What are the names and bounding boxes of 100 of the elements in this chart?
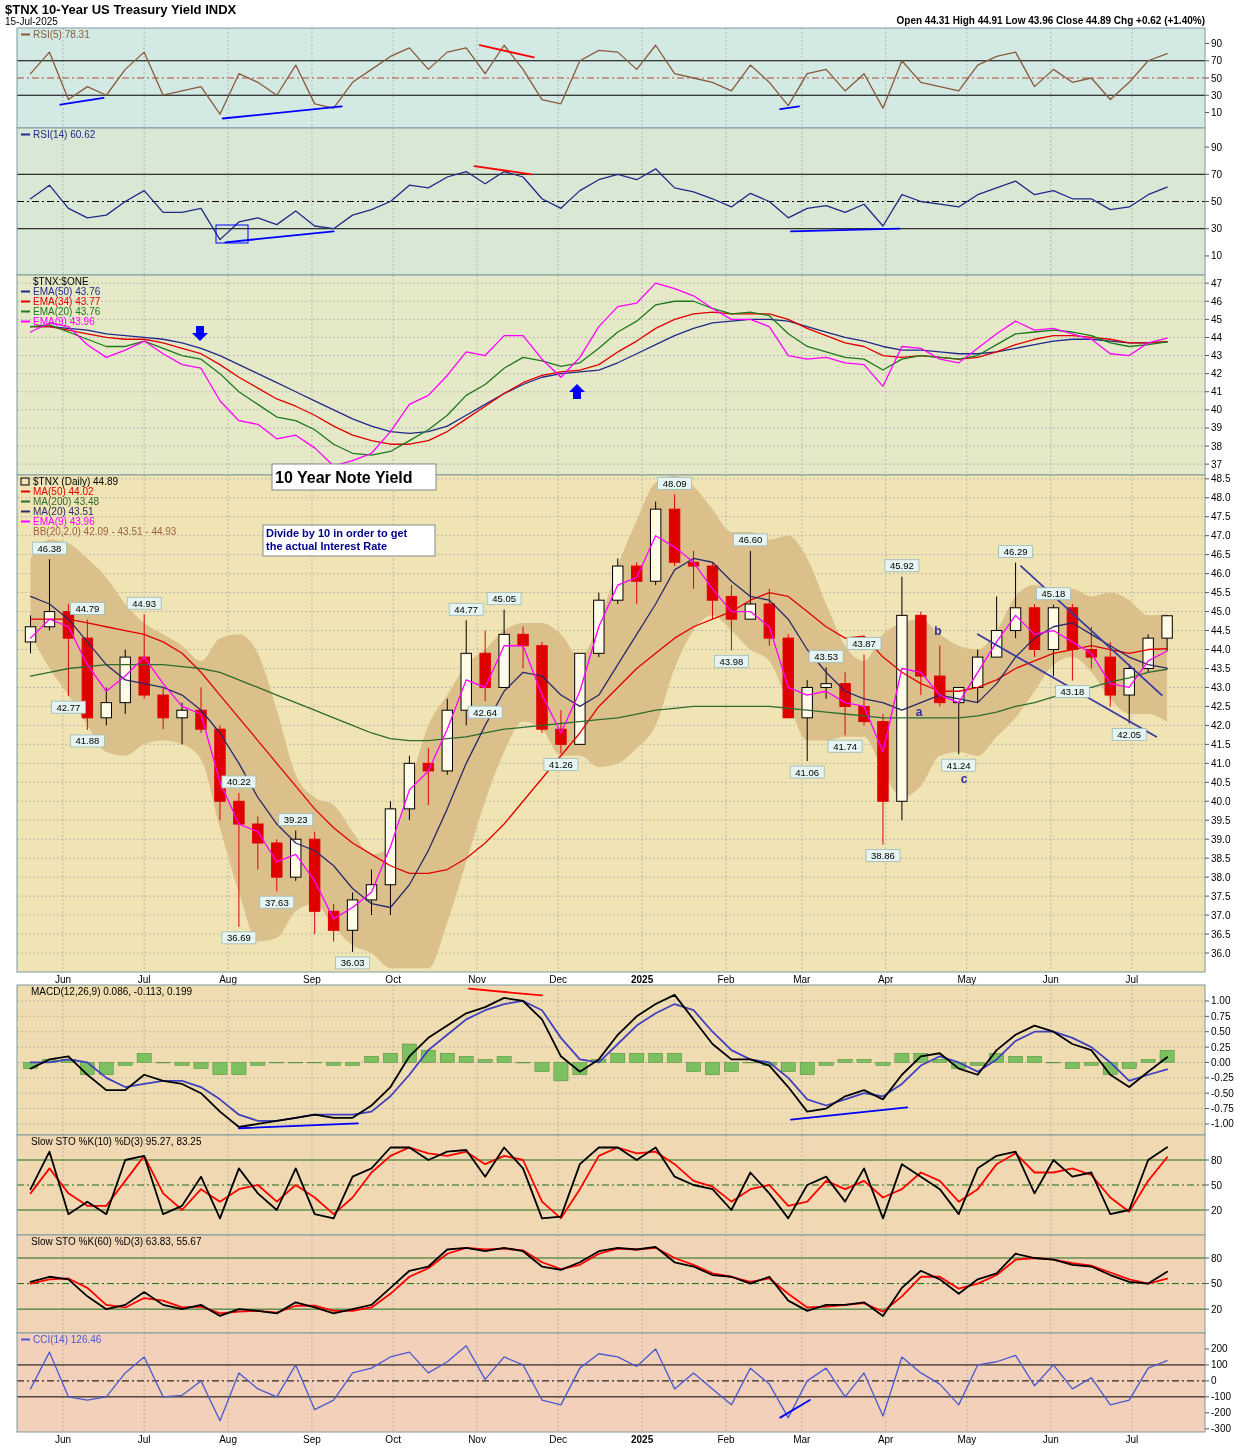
y-tick-label: 45.0: [1211, 606, 1231, 618]
y-tick-label: 20: [1211, 1303, 1223, 1315]
annotation: b: [934, 624, 942, 638]
y-tick-label: 36.5: [1211, 928, 1231, 940]
y-tick-label: 43.0: [1211, 681, 1231, 693]
y-tick-label: 1.00: [1211, 995, 1231, 1007]
legend-label: RSI(14) 60.62: [33, 129, 96, 140]
y-tick-label: 50: [1211, 72, 1223, 84]
y-tick-label: 44.5: [1211, 625, 1231, 637]
y-tick-label: 46.0: [1211, 568, 1231, 580]
y-tick-label: 48.5: [1211, 473, 1231, 485]
chart-title: Slow STO %K(60) %D(3) 63.83, 55.67: [31, 1236, 202, 1247]
y-tick-label: 80: [1211, 1154, 1223, 1166]
y-tick-label: 40.0: [1211, 795, 1231, 807]
y-tick-label: 0.75: [1211, 1010, 1231, 1022]
y-tick-label: 30: [1211, 223, 1223, 235]
x-tick-label: Nov: [468, 1434, 486, 1445]
y-tick-label: 40: [1211, 404, 1223, 416]
y-tick-label: 70: [1211, 55, 1223, 67]
x-tick-label: Jul: [137, 974, 151, 985]
y-tick-label: -300: [1211, 1423, 1232, 1435]
y-tick-label: 0.50: [1211, 1026, 1231, 1038]
x-tick-label: May: [957, 974, 977, 985]
y-tick-label: 70: [1211, 168, 1223, 180]
x-tick-label: Aug: [219, 1434, 237, 1445]
annotation: 42.77: [56, 701, 81, 713]
annotation: 41.88: [75, 735, 100, 747]
annotation: 46.60: [738, 534, 763, 546]
annotation: 36.69: [227, 932, 251, 944]
text: Open 44.31 High 44.91 Low 43.96 Close 44.89 Chg +0.62 (+1.40%): [896, 15, 1205, 26]
annotation: 45.92: [890, 560, 914, 572]
y-tick-label: 39.5: [1211, 814, 1231, 826]
y-tick-label: 90: [1211, 141, 1223, 153]
y-tick-label: -0.50: [1211, 1087, 1235, 1099]
annotation: 41.26: [549, 758, 573, 770]
legend-label: CCI(14) 126.46: [33, 1334, 102, 1345]
chart-subtitle: 15-Jul-2025: [5, 16, 59, 27]
annotation: 38.86: [871, 850, 895, 862]
y-tick-label: 30: [1211, 89, 1223, 101]
y-tick-label: 42.0: [1211, 719, 1231, 731]
legend-title: $TNX:$ONE: [33, 276, 89, 287]
y-tick-label: 47.0: [1211, 530, 1231, 542]
x-tick-label: May: [957, 1434, 977, 1445]
x-tick-label: Apr: [877, 1434, 895, 1445]
annotation: 40.22: [227, 776, 251, 788]
x-tick-label: 2025: [631, 1434, 654, 1445]
y-tick-label: 50: [1211, 196, 1223, 207]
chart-title: $TNX 10-Year US Treasury Yield INDX: [5, 2, 237, 17]
x-tick-label: Dec: [549, 974, 568, 985]
y-tick-label: 46.5: [1211, 549, 1231, 561]
legend-label: $TNX (Daily) 44.89: [33, 476, 119, 487]
y-tick-label: 38.5: [1211, 852, 1231, 864]
annotation: 48.09: [662, 477, 687, 489]
annotation: 36.03: [340, 957, 365, 969]
y-tick-label: 0: [1211, 1375, 1217, 1387]
y-tick-label: 37.0: [1211, 909, 1231, 921]
x-tick-label: Jun: [54, 1434, 72, 1445]
annotation: 39.23: [283, 813, 308, 825]
y-tick-label: 37.5: [1211, 890, 1231, 902]
annotation: 41.24: [946, 759, 971, 771]
annotation: 43.87: [852, 637, 876, 649]
chart-title: MACD(12,26,9) 0.086, -0.113, 0.199: [31, 986, 193, 997]
y-tick-label: 41.5: [1211, 738, 1231, 750]
y-tick-label: 41: [1211, 386, 1223, 398]
annotation: 43.53: [814, 650, 839, 662]
annotation: 43.98: [719, 655, 744, 667]
y-tick-label: 47.5: [1211, 511, 1231, 523]
y-tick-label: -0.75: [1211, 1103, 1235, 1115]
chart-title: Slow STO %K(10) %D(3) 95.27, 83.25: [31, 1136, 202, 1147]
legend-label: RSI(5) 78.31: [33, 29, 91, 40]
y-tick-label: 10: [1211, 106, 1223, 118]
y-tick-label: 45: [1211, 313, 1223, 325]
y-tick-label: -100: [1211, 1391, 1232, 1403]
y-tick-label: 48.0: [1211, 492, 1231, 504]
x-tick-label: Jun: [1042, 974, 1059, 985]
y-tick-label: 200: [1211, 1343, 1229, 1355]
x-tick-label: Jun: [54, 974, 72, 985]
x-tick-label: Jul: [1125, 1434, 1139, 1445]
x-tick-label: Mar: [793, 974, 812, 985]
y-tick-label: 38: [1211, 440, 1223, 452]
y-tick-label: 38.0: [1211, 871, 1231, 883]
y-tick-label: 41.0: [1211, 757, 1231, 769]
annotation: 46.29: [1003, 546, 1028, 558]
y-tick-label: 36.0: [1211, 947, 1231, 959]
y-tick-label: 50: [1211, 1278, 1223, 1290]
y-tick-label: -0.25: [1211, 1072, 1235, 1084]
y-tick-label: 46: [1211, 295, 1223, 307]
x-tick-label: Apr: [877, 974, 895, 985]
y-tick-label: 43: [1211, 350, 1223, 362]
x-tick-label: 2025: [631, 974, 654, 985]
annotation: c: [960, 772, 968, 786]
x-tick-label: Jul: [137, 1434, 151, 1445]
x-tick-label: Feb: [717, 974, 736, 985]
annotation: 42.05: [1117, 729, 1142, 740]
x-tick-label: Aug: [219, 974, 237, 985]
legend-label: EMA(50) 43.76: [33, 286, 101, 297]
y-tick-label: 43.5: [1211, 662, 1231, 674]
y-tick-label: 100: [1211, 1359, 1229, 1371]
x-tick-label: Sep: [303, 974, 322, 985]
y-tick-label: 47: [1211, 277, 1223, 289]
